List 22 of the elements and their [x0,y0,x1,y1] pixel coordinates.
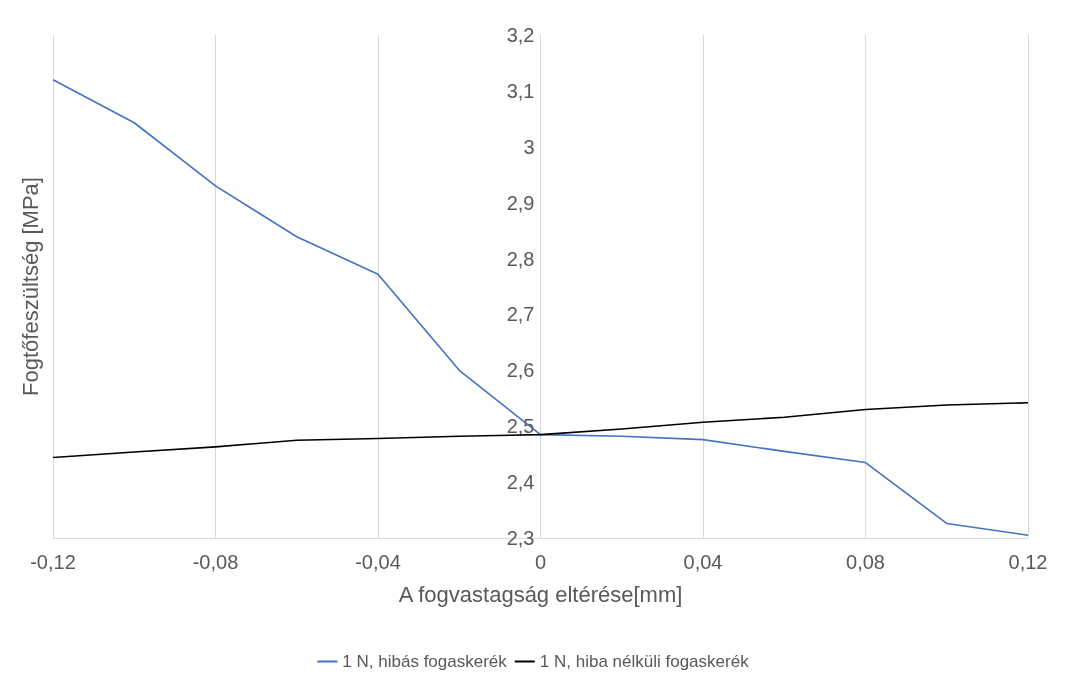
line-series [52,401,1029,459]
y-tick-label: 3,2 [506,24,535,46]
y-tick-label: 2,3 [506,527,535,549]
legend-label: 1 N, hiba nélküli fogaskerék [539,652,750,671]
x-tick-label: 0 [534,551,547,573]
x-tick-label: -0,08 [192,551,239,573]
x-tick-label: -0,04 [355,551,401,573]
y-tick-label: 3,1 [506,79,535,102]
y-tick-label: 3 [523,135,535,158]
y-tick-label: 2,6 [506,359,535,382]
y-tick-label: 2,7 [506,303,535,326]
y-tick-label: 2,9 [506,191,535,214]
x-tick-label: 0,12 [1008,551,1048,573]
y-tick-label: 2,4 [506,471,535,494]
legend-label: 1 N, hibás fogaskerék [342,652,508,671]
x-tick-label: 0,04 [683,551,723,573]
y-tick-label: 2,5 [506,415,535,438]
y-tick-label: 2,8 [506,247,535,270]
x-tick-label: 0,08 [846,551,885,573]
x-axis-title: A fogvastagság eltérése[mm] [398,581,683,607]
x-tick-label: -0,12 [30,551,76,573]
y-axis-title: Fogtőfeszültség [MPa] [17,177,43,396]
